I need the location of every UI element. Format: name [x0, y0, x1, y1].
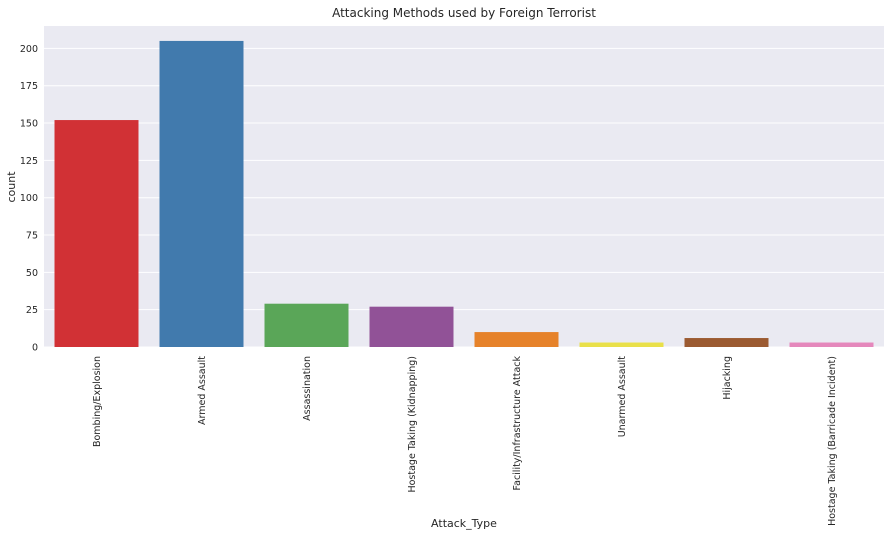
- bar-2: [264, 303, 349, 347]
- y-axis-ticks: 0 25 50 75 100 125 150 175 200: [20, 44, 38, 354]
- y-tick-label: 75: [26, 231, 38, 242]
- y-tick-label: 200: [20, 44, 38, 55]
- x-tick-label: Bombing/Explosion: [92, 356, 103, 447]
- x-tick-label: Hostage Taking (Barricade Incident): [827, 356, 838, 526]
- bar-3: [369, 306, 454, 347]
- bar-5: [579, 342, 664, 347]
- bar-1: [159, 40, 244, 347]
- bar-0: [54, 120, 139, 348]
- y-tick-label: 100: [20, 193, 38, 204]
- chart-title: Attacking Methods used by Foreign Terror…: [332, 6, 596, 20]
- y-tick-label: 175: [20, 81, 38, 92]
- y-tick-label: 150: [20, 119, 38, 130]
- y-tick-label: 50: [26, 268, 38, 279]
- x-tick-label: Hostage Taking (Kidnapping): [407, 356, 418, 493]
- bar-6: [684, 338, 769, 347]
- x-tick-label: Hijacking: [722, 356, 733, 400]
- bars: [54, 40, 874, 348]
- y-tick-label: 25: [26, 305, 38, 316]
- x-tick-label: Facility/Infrastructure Attack: [512, 356, 523, 491]
- y-axis-label: count: [5, 171, 18, 203]
- bar-7: [789, 342, 874, 347]
- x-tick-label: Armed Assault: [197, 356, 208, 425]
- x-tick-label: Unarmed Assault: [617, 356, 628, 438]
- x-axis-ticks: Bombing/Explosion Armed Assault Assassinat…: [92, 356, 838, 526]
- x-tick-label: Assassination: [302, 356, 313, 421]
- x-axis-label: Attack_Type: [431, 517, 497, 530]
- y-tick-label: 0: [32, 343, 38, 354]
- y-tick-label: 125: [20, 156, 38, 167]
- bar-4: [474, 332, 559, 347]
